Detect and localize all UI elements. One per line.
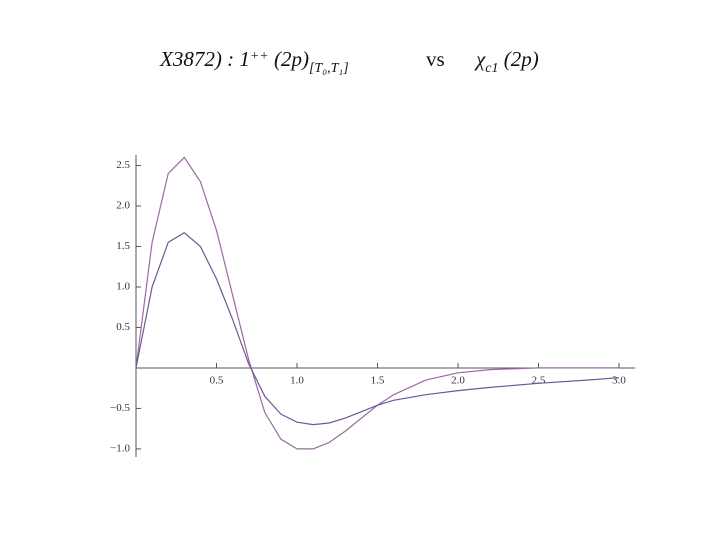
y-tick-label: 2.5 <box>116 159 130 171</box>
x-tick-label: 3.0 <box>612 374 626 386</box>
x-tick-label: 2.5 <box>532 374 546 386</box>
y-tick-label: 2.0 <box>116 200 130 212</box>
y-tick-label: 1.0 <box>116 281 130 293</box>
title-segment: χ <box>474 47 486 71</box>
title-segment: X3872) : 1 <box>159 47 250 71</box>
title-right: χc1 (2p) <box>474 47 539 76</box>
title-segment: (2p) <box>498 47 538 71</box>
y-tick-label: 0.5 <box>116 321 130 333</box>
y-tick-label: −0.5 <box>110 402 130 414</box>
series-line <box>135 232 620 426</box>
y-tick-label: −1.0 <box>110 442 130 454</box>
title-segment: ++ <box>250 49 269 64</box>
x-tick-label: 0.5 <box>210 374 224 386</box>
x-tick-label: 2.0 <box>451 374 465 386</box>
title-segment: (2p) <box>269 47 309 71</box>
y-tick-label: 1.5 <box>116 240 130 252</box>
title-segment: [T₀,T₁] <box>309 61 349 76</box>
title-left: X3872) : 1++ (2p)[T₀,T₁] <box>159 47 349 76</box>
title-segment: c1 <box>485 61 498 76</box>
x-tick-label: 1.0 <box>290 374 304 386</box>
title-middle: vs <box>426 47 445 71</box>
x-tick-label: 1.5 <box>371 374 385 386</box>
series-line <box>135 156 619 450</box>
